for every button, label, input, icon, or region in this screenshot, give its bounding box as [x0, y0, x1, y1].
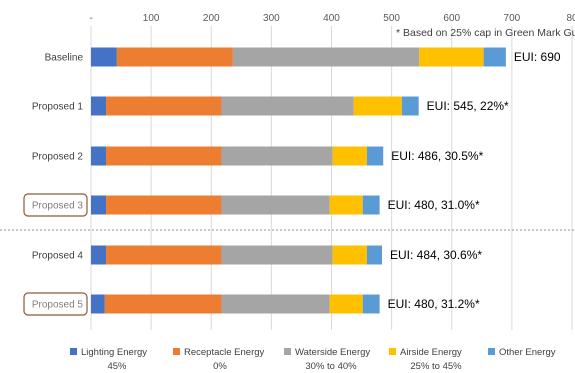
bars: [91, 47, 506, 314]
bar-segment-waterside-energy: [221, 245, 333, 265]
legend-label: Other Energy: [499, 347, 556, 358]
gridlines: [90, 26, 573, 330]
bar-segment-airside-energy: [329, 195, 363, 215]
x-tick-label: -: [89, 13, 92, 24]
data-label: EUI: 480, 31.0%*: [388, 198, 480, 212]
category-labels: Baseline Proposed 1 Proposed 2 Proposed 3 Pr…: [23, 53, 88, 316]
bar-segment-airside-energy: [332, 146, 367, 166]
x-tick-label: 300: [263, 13, 280, 24]
bar-segment-receptacle-energy: [106, 195, 222, 215]
bar-segment-airside-energy: [329, 294, 363, 314]
x-tick-label: 80: [566, 13, 575, 24]
bar-segment-other-energy: [366, 245, 383, 265]
legend-sublabel: 30% to 40%: [305, 361, 357, 372]
bar-segment-airside-energy: [353, 96, 402, 116]
bar-segment-waterside-energy: [221, 294, 330, 314]
legend-label: Airside Energy: [400, 347, 462, 358]
bar-segment-receptacle-energy: [106, 146, 222, 166]
legend-swatch: [70, 348, 77, 355]
category-label: Proposed 5: [32, 300, 84, 311]
bar-segment-waterside-energy: [221, 96, 354, 116]
bar-segment-receptacle-energy: [106, 96, 222, 116]
x-tick-label: 600: [443, 13, 460, 24]
data-label: EUI: 486, 30.5%*: [391, 149, 483, 163]
bar-segment-airside-energy: [332, 245, 367, 265]
legend: Lighting Energy 45% Receptacle Energy 0% Wat…: [70, 347, 556, 372]
bar-segment-receptacle-energy: [104, 294, 222, 314]
bar-segment-lighting-energy: [91, 294, 105, 314]
legend-sublabel: 25% to 45%: [410, 361, 462, 372]
data-label: EUI: 690: [514, 50, 561, 64]
category-label: Proposed 4: [32, 251, 84, 262]
legend-swatch: [284, 348, 291, 355]
legend-label: Lighting Energy: [81, 347, 147, 358]
data-label: EUI: 484, 30.6%*: [390, 248, 482, 262]
legend-label: Waterside Energy: [295, 347, 370, 358]
bar-segment-other-energy: [362, 195, 380, 215]
x-tick-label: 500: [383, 13, 400, 24]
bar-segment-other-energy: [366, 146, 384, 166]
x-tick-label: 200: [203, 13, 220, 24]
category-label: Proposed 2: [32, 152, 84, 163]
bar-segment-waterside-energy: [232, 47, 420, 67]
bar-segment-other-energy: [401, 96, 419, 116]
bar-segment-lighting-energy: [91, 96, 107, 116]
bar-segment-lighting-energy: [91, 245, 107, 265]
bar-segment-airside-energy: [419, 47, 484, 67]
data-label: EUI: 480, 31.2%*: [388, 297, 480, 311]
legend-sublabel: 0%: [213, 361, 227, 372]
bar-segment-waterside-energy: [221, 146, 333, 166]
bar-segment-receptacle-energy: [116, 47, 233, 67]
legend-sublabel: 45%: [107, 361, 127, 372]
bar-segment-other-energy: [483, 47, 506, 67]
bar-segment-waterside-energy: [221, 195, 330, 215]
legend-swatch: [173, 348, 180, 355]
legend-label: Receptacle Energy: [184, 347, 265, 358]
category-highlight-box: [23, 292, 88, 316]
bar-segment-receptacle-energy: [106, 245, 222, 265]
category-label: Proposed 3: [32, 201, 84, 212]
x-tick-label: 100: [143, 13, 160, 24]
data-labels: EUI: 690 EUI: 545, 22%* EUI: 486, 30.5%* EU…: [388, 50, 561, 311]
x-tick-labels: - 100 200 300 400 500 600 700 80: [89, 13, 575, 24]
legend-swatch: [389, 348, 396, 355]
data-label: EUI: 545, 22%*: [427, 99, 509, 113]
bar-segment-lighting-energy: [91, 146, 107, 166]
x-tick-label: 400: [323, 13, 340, 24]
legend-swatch: [488, 348, 495, 355]
bar-segment-lighting-energy: [91, 195, 107, 215]
bar-segment-other-energy: [362, 294, 380, 314]
category-label: Proposed 1: [32, 102, 84, 113]
footnote-annotation: * Based on 25% cap in Green Mark Guideli…: [396, 27, 575, 39]
x-tick-label: 700: [504, 13, 521, 24]
category-highlight-box: [23, 193, 88, 217]
bar-segment-lighting-energy: [91, 47, 117, 67]
category-label: Baseline: [45, 53, 84, 64]
